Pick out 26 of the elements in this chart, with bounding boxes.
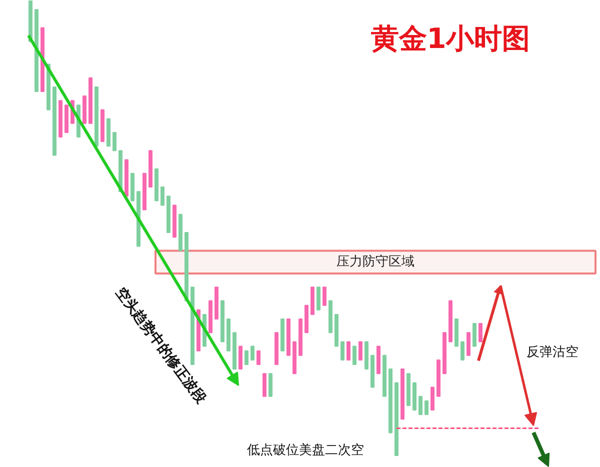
candlestick xyxy=(352,346,356,365)
candlestick xyxy=(430,386,434,410)
candlestick xyxy=(268,373,272,397)
candlestick xyxy=(316,286,320,310)
candlestick xyxy=(340,341,344,360)
candlestick xyxy=(112,132,116,152)
candlestick xyxy=(418,396,422,416)
candlestick xyxy=(160,186,164,206)
candlestick xyxy=(478,323,482,342)
candlestick xyxy=(424,400,428,416)
text: 黄金1小时图 xyxy=(370,22,530,55)
candlestick xyxy=(466,332,470,356)
candlestick xyxy=(244,350,248,365)
candlestick xyxy=(460,341,464,360)
candlestick xyxy=(472,323,476,347)
candlestick xyxy=(322,286,326,306)
candlestick xyxy=(250,346,254,360)
annotation: 低点破位美盘二次空 xyxy=(247,442,364,458)
text: 反弹沽空 xyxy=(526,345,578,360)
candlestick xyxy=(256,350,260,365)
candlestick xyxy=(238,346,242,370)
candlestick xyxy=(358,341,362,360)
annotation: 空头趋势中的修正波段 xyxy=(112,284,210,408)
candlestick xyxy=(346,341,350,360)
band-label: 压力防守区域 xyxy=(336,254,414,270)
candlestick xyxy=(262,373,266,397)
